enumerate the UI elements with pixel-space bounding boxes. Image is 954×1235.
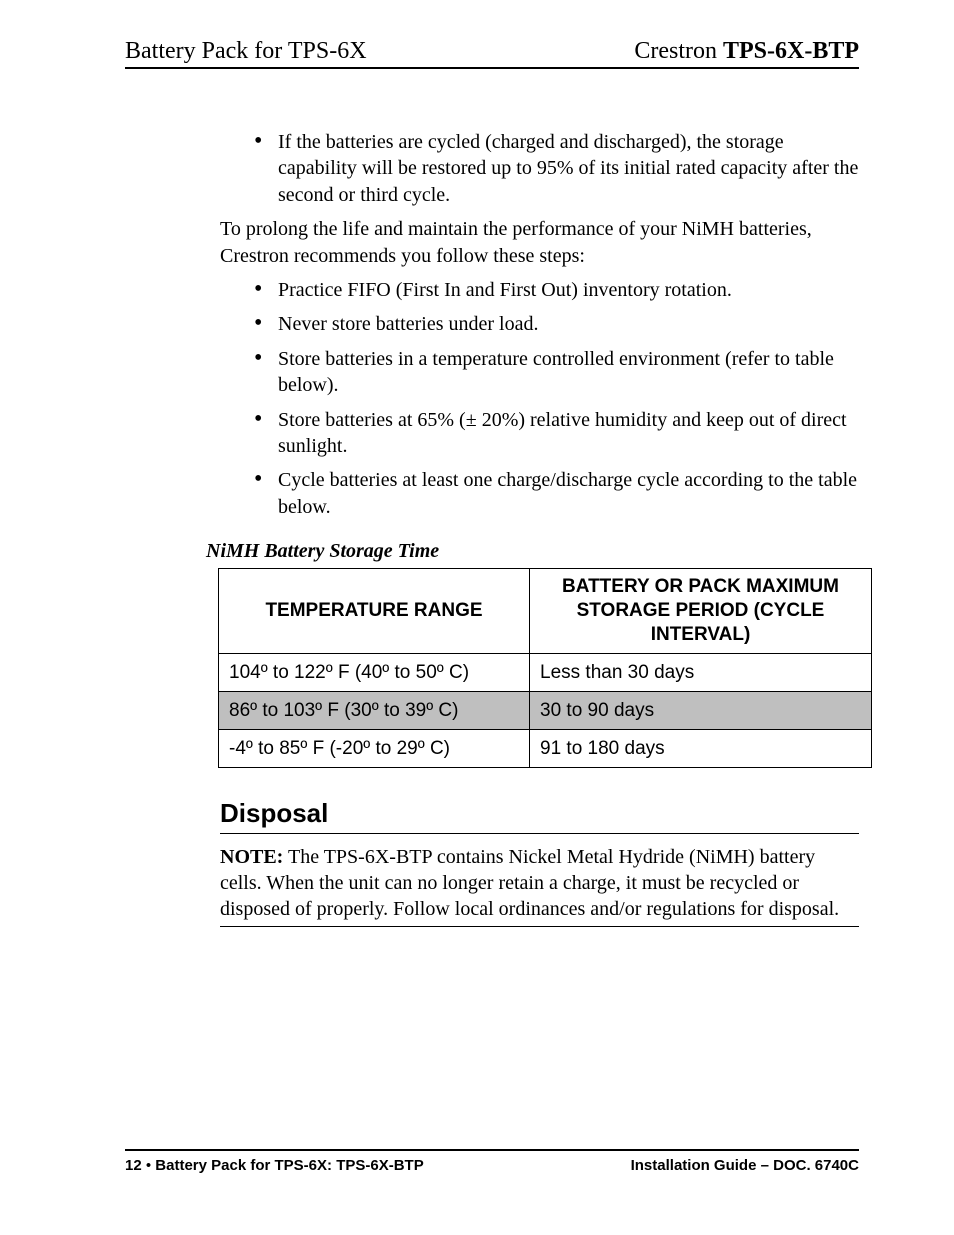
document-page: Battery Pack for TPS-6X Crestron TPS-6X-…	[0, 0, 954, 1235]
table-row: 86º to 103º F (30º to 39º C) 30 to 90 da…	[219, 691, 872, 729]
list-item: Never store batteries under load.	[220, 311, 859, 337]
header-brand: Crestron	[634, 38, 723, 64]
table-cell: Less than 30 days	[530, 653, 872, 691]
page-header: Battery Pack for TPS-6X Crestron TPS-6X-…	[125, 38, 859, 69]
table-header-cell: TEMPERATURE RANGE	[219, 569, 530, 653]
table-cell: -4º to 85º F (-20º to 29º C)	[219, 729, 530, 767]
intro-bullet-list: If the batteries are cycled (charged and…	[220, 129, 859, 208]
table-caption: NiMH Battery Storage Time	[206, 538, 859, 564]
footer-left-text: Battery Pack for TPS-6X: TPS-6X-BTP	[155, 1157, 423, 1174]
prolong-paragraph: To prolong the life and maintain the per…	[220, 216, 859, 269]
header-left-title: Battery Pack for TPS-6X	[125, 38, 367, 65]
footer-left: 12 • Battery Pack for TPS-6X: TPS-6X-BTP	[125, 1157, 424, 1175]
table-cell: 86º to 103º F (30º to 39º C)	[219, 691, 530, 729]
table-cell: 30 to 90 days	[530, 691, 872, 729]
table-header-row: TEMPERATURE RANGE BATTERY OR PACK MAXIMU…	[219, 569, 872, 653]
footer-right-text: Installation Guide – DOC. 6740C	[631, 1157, 859, 1175]
list-item: If the batteries are cycled (charged and…	[220, 129, 859, 208]
storage-table: TEMPERATURE RANGE BATTERY OR PACK MAXIMU…	[218, 568, 872, 767]
body-content: If the batteries are cycled (charged and…	[220, 129, 859, 927]
footer-separator-icon: •	[146, 1158, 151, 1174]
table-row: -4º to 85º F (-20º to 29º C) 91 to 180 d…	[219, 729, 872, 767]
page-footer: 12 • Battery Pack for TPS-6X: TPS-6X-BTP…	[125, 1149, 859, 1175]
list-item: Cycle batteries at least one charge/disc…	[220, 467, 859, 520]
table-row: 104º to 122º F (40º to 50º C) Less than …	[219, 653, 872, 691]
steps-bullet-list: Practice FIFO (First In and First Out) i…	[220, 277, 859, 520]
table-cell: 91 to 180 days	[530, 729, 872, 767]
note-text: The TPS-6X-BTP contains Nickel Metal Hyd…	[220, 846, 839, 920]
footer-page-number: 12	[125, 1157, 142, 1174]
note-label: NOTE:	[220, 846, 283, 868]
table-header-cell: BATTERY OR PACK MAXIMUM STORAGE PERIOD (…	[530, 569, 872, 653]
disposal-heading: Disposal	[220, 796, 859, 834]
disposal-note: NOTE: The TPS-6X-BTP contains Nickel Met…	[220, 844, 859, 927]
list-item: Store batteries in a temperature control…	[220, 346, 859, 399]
table-cell: 104º to 122º F (40º to 50º C)	[219, 653, 530, 691]
header-model: TPS-6X-BTP	[723, 38, 859, 64]
header-right-title: Crestron TPS-6X-BTP	[634, 38, 859, 65]
list-item: Store batteries at 65% (± 20%) relative …	[220, 407, 859, 460]
list-item: Practice FIFO (First In and First Out) i…	[220, 277, 859, 303]
